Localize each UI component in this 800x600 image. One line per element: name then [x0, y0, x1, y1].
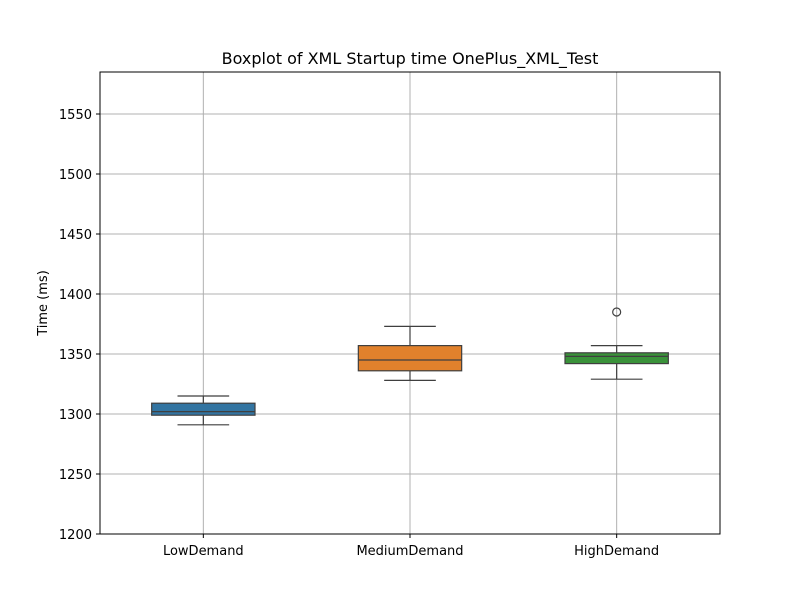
y-tick-label: 1450	[59, 228, 92, 243]
axis-layer: 1200 1250 1300 1350 1400 1450 1500 1550 LowDeman…	[59, 108, 659, 559]
y-tick-label: 1400	[59, 288, 92, 303]
y-tick-label: 1500	[59, 168, 92, 183]
box-highdemand	[564, 352, 669, 365]
y-tick-label: 1300	[59, 408, 92, 423]
box-layer	[151, 307, 669, 426]
chart-title: Boxplot of XML Startup time OnePlus_XML_…	[222, 49, 599, 69]
outlier-point	[612, 307, 622, 317]
y-tick-label: 1350	[59, 348, 92, 363]
x-tick-label: MediumDemand	[356, 544, 463, 559]
y-tick-label: 1200	[59, 528, 92, 543]
x-tick-label: LowDemand	[163, 544, 244, 559]
y-axis-label: Time (ms)	[36, 270, 51, 337]
box-lowdemand	[151, 402, 256, 416]
y-tick-label: 1250	[59, 468, 92, 483]
grid-layer	[100, 72, 720, 535]
y-tick-label: 1550	[59, 108, 92, 123]
box-mediumdemand	[357, 345, 463, 372]
x-tick-label: HighDemand	[574, 544, 659, 559]
